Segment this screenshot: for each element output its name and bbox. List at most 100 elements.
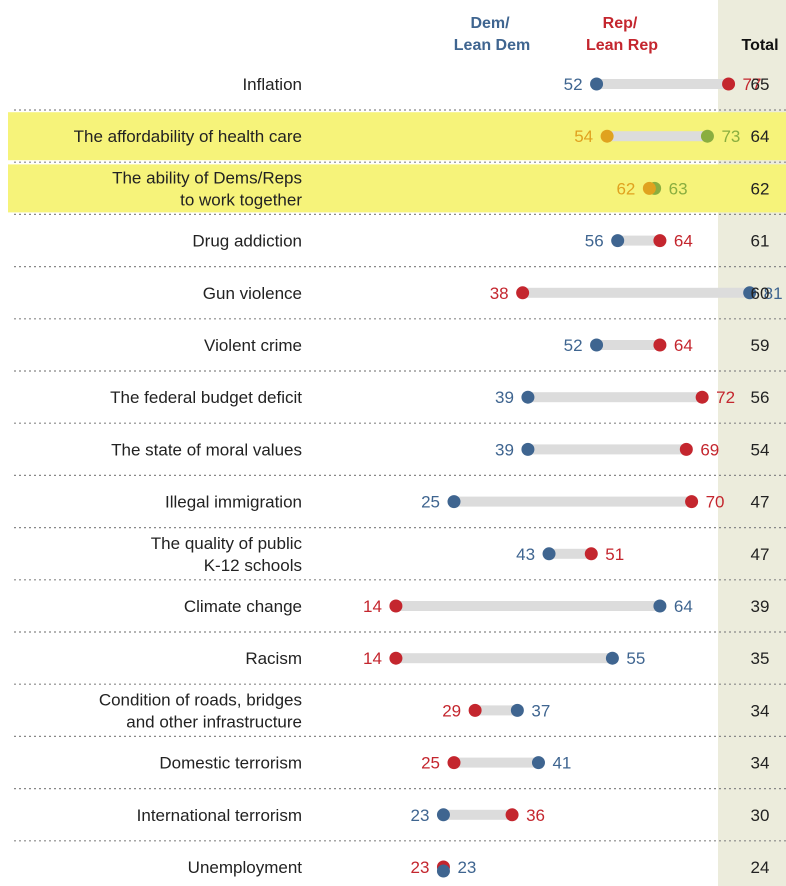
dem-dot — [510, 703, 524, 717]
range-bar — [443, 809, 513, 820]
table-row: Condition of roads, bridges and other inf… — [14, 690, 786, 738]
dem-dot — [531, 756, 545, 770]
total-value: 61 — [751, 232, 770, 251]
total-value: 60 — [751, 284, 770, 303]
range-bar — [454, 757, 539, 768]
rep-value-label: 25 — [421, 754, 440, 773]
total-value: 62 — [751, 179, 770, 198]
table-row: Racism 55 14 35 — [14, 649, 786, 685]
table-row: The ability of Dems/Reps to work together… — [14, 168, 786, 215]
total-value: 47 — [751, 545, 770, 564]
dem-dot — [590, 338, 604, 352]
dem-value-label: 39 — [495, 440, 514, 459]
row-label: Violent crime — [204, 336, 302, 355]
total-value: 34 — [751, 754, 770, 773]
rep-value-label: 69 — [700, 440, 719, 459]
dem-value-label: 52 — [564, 75, 583, 94]
dem-dot — [653, 599, 667, 613]
row-label: Unemployment — [188, 858, 303, 877]
rep-value-label: 64 — [674, 232, 693, 251]
rep-value-label: 38 — [490, 284, 509, 303]
dem-value-label: 64 — [674, 597, 693, 616]
dem-dot — [642, 181, 656, 195]
table-row: Gun violence 81 38 60 — [14, 284, 786, 320]
row-label: International terrorism — [137, 806, 302, 825]
dem-value-label: 23 — [411, 806, 430, 825]
range-bar — [549, 548, 592, 559]
range-bar — [395, 601, 660, 611]
dem-value-label: 52 — [564, 336, 583, 355]
row-label: The state of moral values — [111, 440, 302, 459]
rep-dot — [722, 77, 736, 91]
rep-value-label: 36 — [526, 806, 545, 825]
total-value: 64 — [751, 127, 770, 146]
dem-value-label: 41 — [552, 754, 571, 773]
total-value: 24 — [751, 858, 770, 877]
dem-dot — [743, 286, 757, 300]
rep-dot — [516, 286, 530, 300]
row-label: Gun violence — [203, 284, 302, 303]
rep-dot — [389, 599, 403, 613]
row-label: Racism — [245, 649, 302, 668]
table-row: Drug addiction 56 64 61 — [14, 232, 786, 268]
total-value: 34 — [751, 701, 770, 720]
table-row: The affordability of health care 54 73 64 — [14, 127, 786, 163]
total-value: 54 — [751, 440, 770, 459]
dem-dot — [605, 651, 619, 665]
total-value: 35 — [751, 649, 770, 668]
rep-value-label: 14 — [363, 597, 382, 616]
table-row: Domestic terrorism 41 25 34 — [14, 754, 786, 790]
total-header: Total — [741, 37, 778, 54]
row-label: The quality of public — [151, 534, 303, 553]
row-label: and other infrastructure — [126, 712, 302, 731]
table-row: The federal budget deficit 39 72 56 — [14, 388, 786, 424]
range-bar — [527, 444, 687, 455]
row-label: The affordability of health care — [74, 127, 302, 146]
range-bar — [395, 653, 613, 664]
rep-value-label: 63 — [669, 179, 688, 198]
rep-value-label: 14 — [363, 649, 382, 668]
dem-header-line1: Dem/ — [470, 15, 510, 32]
dem-dot — [590, 77, 604, 91]
range-bar — [617, 235, 660, 246]
dem-value-label: 25 — [421, 493, 440, 512]
column-headers: Dem/ Lean Dem Rep/ Lean Rep Total — [454, 15, 779, 54]
dem-dot — [521, 390, 535, 404]
row-label: Drug addiction — [192, 232, 302, 251]
rep-value-label: 23 — [411, 858, 430, 877]
rep-dot — [685, 495, 699, 509]
rep-value-label: 70 — [706, 493, 725, 512]
dem-dot — [600, 129, 614, 143]
table-row: International terrorism 23 36 30 — [14, 806, 786, 842]
rep-header-line1: Rep/ — [603, 15, 638, 32]
dem-value-label: 55 — [626, 649, 645, 668]
table-row: Climate change 64 14 39 — [14, 597, 786, 633]
dem-header-line2: Lean Dem — [454, 37, 530, 54]
dem-dot — [521, 442, 535, 456]
rep-dot — [679, 442, 693, 456]
total-value: 59 — [751, 336, 770, 355]
row-label: K-12 schools — [204, 556, 302, 575]
dem-value-label: 54 — [574, 127, 593, 146]
rep-dot — [505, 808, 519, 822]
rep-value-label: 64 — [674, 336, 693, 355]
rep-value-label: 73 — [721, 127, 740, 146]
range-bar — [596, 79, 729, 89]
dem-value-label: 39 — [495, 388, 514, 407]
dem-dot — [436, 808, 450, 822]
rep-dot — [447, 756, 461, 770]
rep-dot — [700, 129, 714, 143]
range-bar — [475, 705, 518, 716]
rep-value-label: 77 — [743, 75, 762, 94]
table-row: Unemployment 23 23 24 — [188, 858, 770, 878]
total-value: 56 — [751, 388, 770, 407]
row-label: Inflation — [242, 75, 302, 94]
total-value: 30 — [751, 806, 770, 825]
range-bar — [607, 131, 708, 142]
range-bar — [527, 392, 703, 403]
range-bar — [596, 340, 660, 350]
rep-dot — [584, 547, 598, 561]
dem-value-label: 81 — [764, 284, 783, 303]
rep-header-line2: Lean Rep — [586, 37, 658, 54]
table-row: Illegal immigration 25 70 47 — [14, 493, 786, 529]
